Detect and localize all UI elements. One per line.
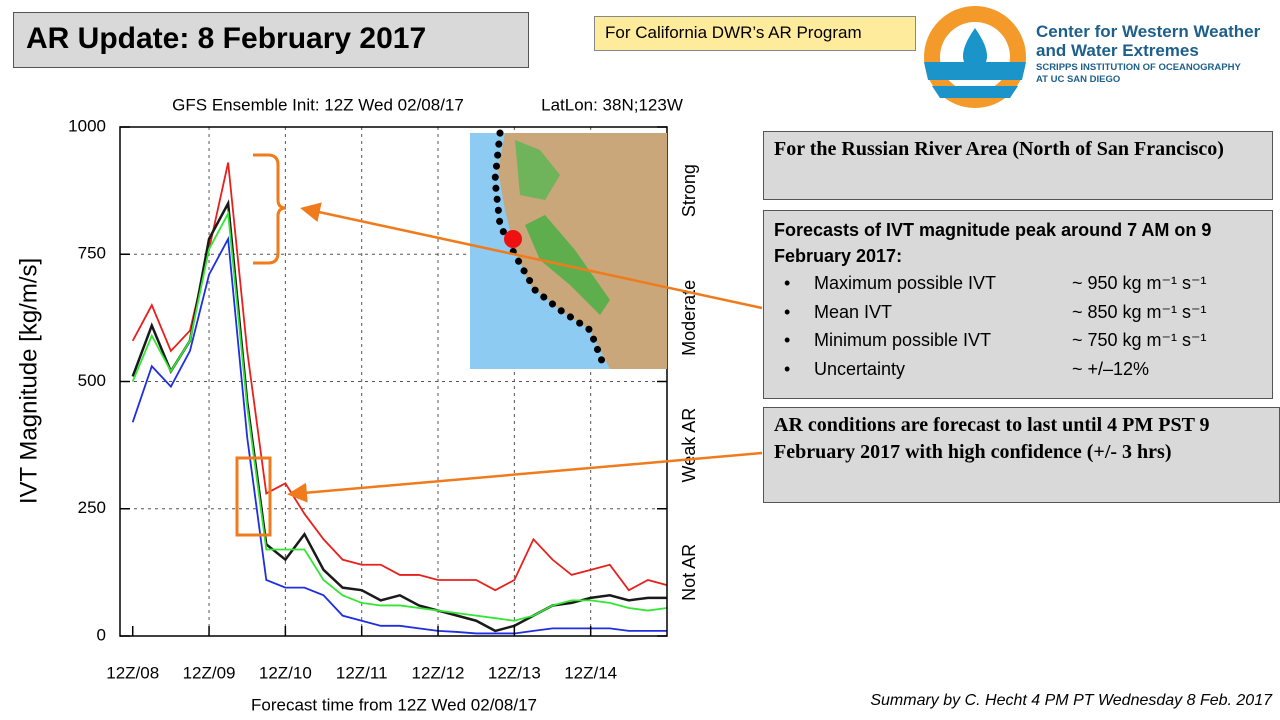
strength-band-label: Strong: [679, 164, 699, 217]
duration-box: AR conditions are forecast to last until…: [763, 407, 1280, 503]
bullet: •: [784, 273, 791, 293]
y-tick-label: 1000: [68, 116, 106, 135]
logo-ring: [924, 6, 1026, 108]
chart-subtitle: LatLon: 38N;123W: [541, 95, 683, 114]
axes: 0 250 500 750 1000 Not AR Weak AR Moderate Stron…: [68, 116, 699, 682]
forecast-item: • Uncertainty ~ +/–12%: [774, 355, 1262, 384]
chart: GFS Ensemble Init: 12Z Wed 02/08/17 LatL…: [15, 95, 699, 714]
slide-title: AR Update: 8 February 2017: [13, 12, 529, 68]
logo-drop: [962, 28, 988, 71]
forecast-list: • Maximum possible IVT ~ 950 kg m⁻¹ s⁻¹ • Me…: [774, 269, 1262, 383]
logo-text: Center for Western Weather and Water Ext…: [1036, 22, 1260, 86]
x-axis-label: Forecast time from 12Z Wed 02/08/17: [251, 695, 537, 714]
logo-waves: [924, 62, 1026, 98]
footer: Summary by C. Hecht 4 PM PT Wednesday 8 …: [870, 692, 1272, 709]
item-value: ~ 750 kg m⁻¹ s⁻¹: [1072, 330, 1207, 350]
bullet: •: [784, 330, 791, 350]
y-axis-label: IVT Magnitude [kg/m/s]: [15, 258, 42, 504]
y-tick-label: 0: [97, 625, 106, 644]
lines: [131, 162, 668, 635]
item-label: Minimum possible IVT: [814, 330, 992, 350]
map-location: [504, 230, 522, 248]
logo: [924, 6, 1026, 108]
x-tick-label: 12Z/12: [412, 663, 465, 682]
forecast-item: • Minimum possible IVT ~ 750 kg m⁻¹ s⁻¹: [774, 326, 1262, 355]
item-label: Uncertainty: [814, 358, 906, 379]
item-label: Mean IVT: [814, 301, 893, 322]
logo-line: AT UC SAN DIEGO: [1036, 74, 1121, 85]
bullet: •: [784, 358, 791, 379]
x-tick-label: 12Z/09: [183, 663, 236, 682]
forecast-heading: Forecasts of IVT magnitude peak around 7…: [774, 220, 1212, 266]
plot-frame: [119, 126, 668, 637]
x-tick-label: 12Z/08: [106, 663, 159, 682]
item-value: ~ 950 kg m⁻¹ s⁻¹: [1072, 273, 1207, 293]
series-line: [131, 210, 668, 622]
map-forest: [515, 140, 560, 200]
x-tick-label: 12Z/10: [259, 663, 312, 682]
x-tick-label: 12Z/14: [564, 663, 617, 682]
item-value: ~ +/–12%: [1072, 358, 1150, 379]
end-box: [235, 456, 272, 537]
forecast-item: • Mean IVT ~ 850 kg m⁻¹ s⁻¹: [774, 298, 1262, 327]
forecast-item: • Maximum possible IVT ~ 950 kg m⁻¹ s⁻¹: [774, 269, 1262, 298]
logo-line: Center for Western Weather: [1036, 22, 1261, 41]
area-box: For the Russian River Area (North of San…: [763, 131, 1273, 200]
y-tick-label: 250: [78, 498, 106, 517]
x-tick-label: 12Z/11: [336, 663, 388, 682]
strength-band-label: Weak AR: [679, 408, 699, 483]
logo-line: and Water Extremes: [1036, 41, 1199, 60]
bullet: •: [784, 301, 791, 322]
logo-inner: [940, 22, 1010, 92]
inset-map: [470, 129, 667, 373]
banner: For California DWR’s AR Program: [594, 16, 916, 51]
series-line: [131, 235, 667, 635]
chart-title: GFS Ensemble Init: 12Z Wed 02/08/17: [172, 95, 464, 114]
y-tick-label: 500: [78, 371, 106, 390]
item-label: Maximum possible IVT: [814, 273, 997, 293]
series-line: [131, 162, 668, 592]
strength-band-label: Moderate: [679, 280, 699, 356]
logo-line: SCRIPPS INSTITUTION OF OCEANOGRAPHY: [1036, 62, 1241, 73]
x-tick-label: 12Z/13: [488, 663, 541, 682]
peak-bracket: [253, 153, 287, 265]
item-value: ~ 850 kg m⁻¹ s⁻¹: [1072, 301, 1207, 322]
strength-band-label: Not AR: [679, 544, 699, 601]
y-tick-label: 750: [78, 244, 106, 263]
forecast-box: Forecasts of IVT magnitude peak around 7…: [763, 210, 1273, 399]
